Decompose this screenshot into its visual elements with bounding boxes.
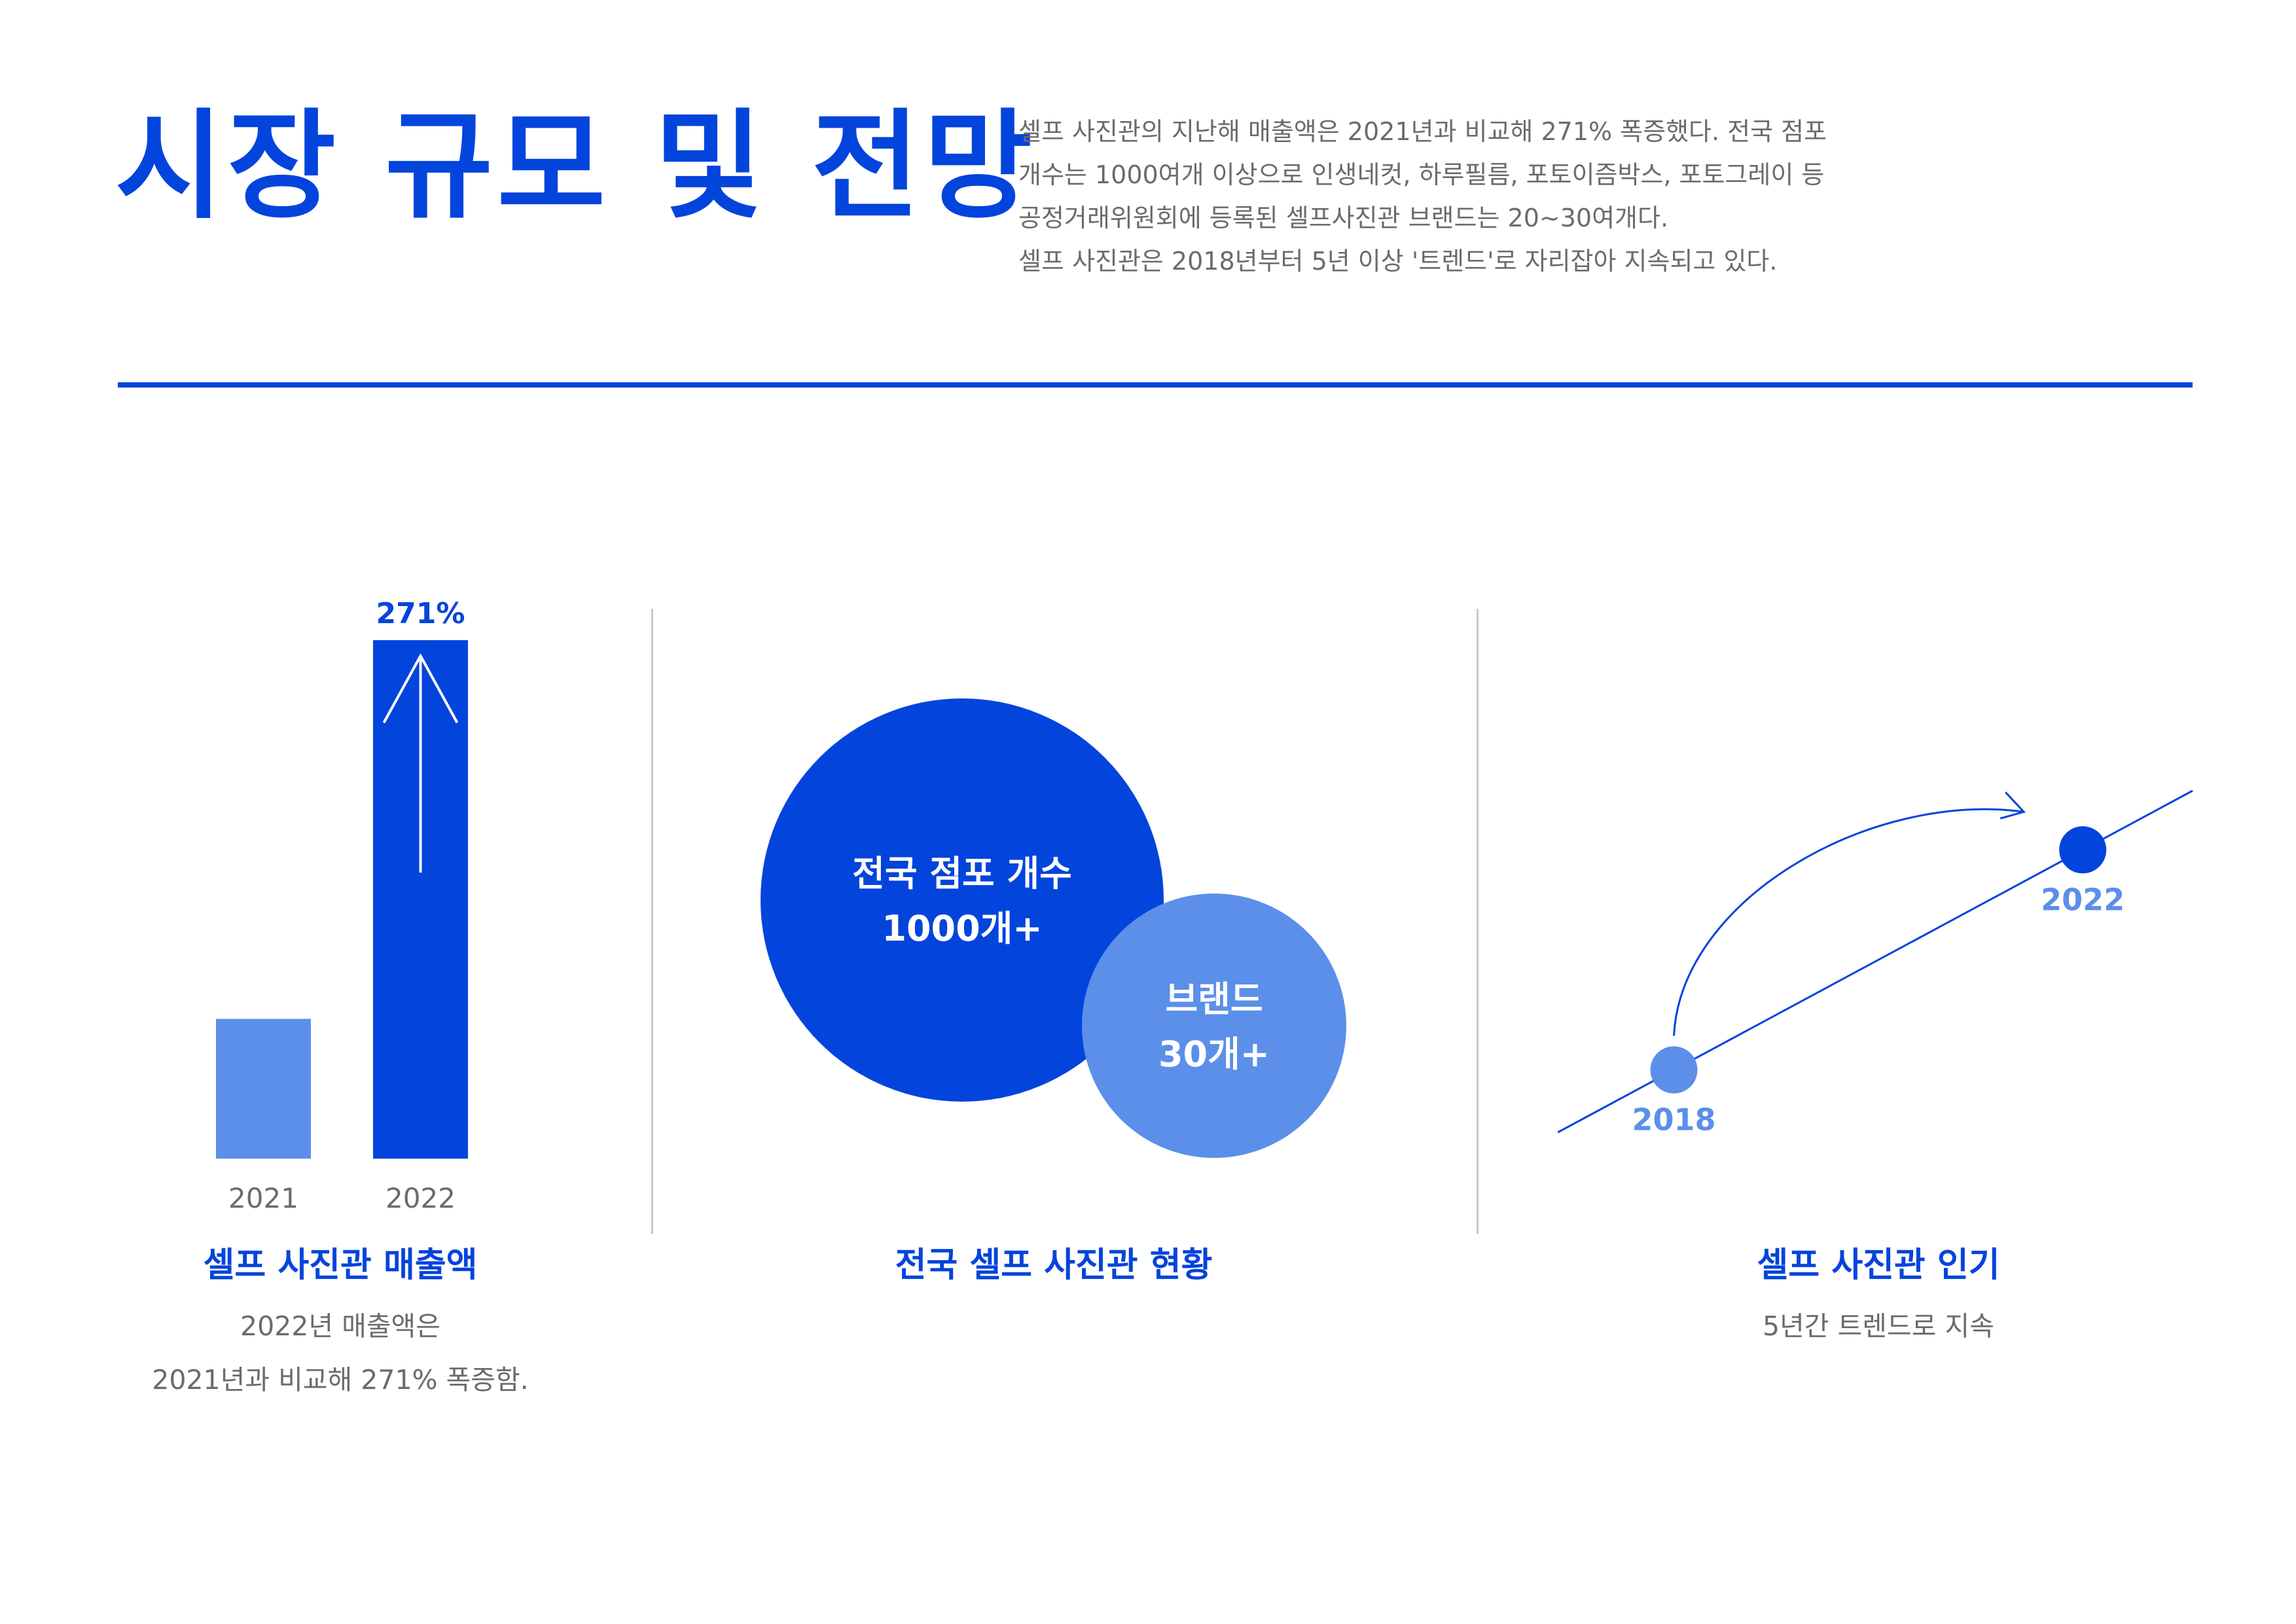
data-point-2018 [1650,1046,1698,1094]
store-brand-bubble-chart: 전국 점포 개수 1000개+ 브랜드 30개+ [761,698,1346,1158]
revenue-bar-chart: 2021 2022 271% [216,597,468,1214]
bubble-label: 브랜드 [1165,979,1263,1020]
bubble-value-label: 30개+ [1158,1034,1270,1075]
intro-paragraph: 셀프 사진관의 지난해 매출액은 2021년과 비교해 271% 폭증했다. 전… [1018,110,1981,283]
bubble-label: 전국 점포 개수 [852,853,1072,894]
arrowhead-icon [2000,791,2026,820]
status-panel-title: 전국 셀프 사진관 현황 [895,1246,1213,1285]
revenue-panel-title: 셀프 사진관 매출액 [203,1246,478,1285]
up-arrow-icon [382,653,459,873]
bar-data-label: 271% [376,597,465,630]
x-tick-label: 2022 [386,1182,456,1214]
popularity-panel-desc: 5년간 트렌드로 지속 [1763,1310,1994,1342]
panel-divider [651,609,653,1234]
panel-divider [1477,609,1479,1234]
intro-line: 셀프 사진관은 2018년부터 5년 이상 '트렌드'로 자리잡아 지속되고 있… [1018,247,1778,276]
revenue-desc-line: 2022년 매출액은 [240,1310,440,1342]
popularity-panel-title: 셀프 사진관 인기 [1757,1246,2000,1285]
bubble-stores [761,698,1164,1102]
intro-line: 개수는 1000여개 이상으로 인생네컷, 하루필름, 포토이즘박스, 포토그레… [1018,160,1825,189]
intro-line: 셀프 사진관의 지난해 매출액은 2021년과 비교해 271% 폭증했다. 전… [1018,117,1827,146]
revenue-desc-line: 2021년과 비교해 271% 폭증함. [152,1364,529,1396]
revenue-panel-desc: 2022년 매출액은 2021년과 비교해 271% 폭증함. [79,1299,602,1407]
point-label: 2022 [2041,882,2125,917]
intro-line: 공정거래위원회에 등록된 셀프사진관 브랜드는 20~30여개다. [1018,204,1669,232]
bubble-brands [1082,893,1346,1158]
x-tick-label: 2021 [228,1182,298,1214]
page-title: 시장 규모 및 전망 [115,98,1037,235]
header-divider [118,382,2193,388]
data-point-2022 [2059,826,2107,874]
popularity-trend-chart: 2018 2022 [1558,789,2193,1137]
curved-arrow-icon [1673,808,2024,1036]
point-label: 2018 [1632,1102,1715,1137]
bar-2021 [216,1019,311,1159]
bubble-value-label: 1000개+ [882,908,1042,949]
